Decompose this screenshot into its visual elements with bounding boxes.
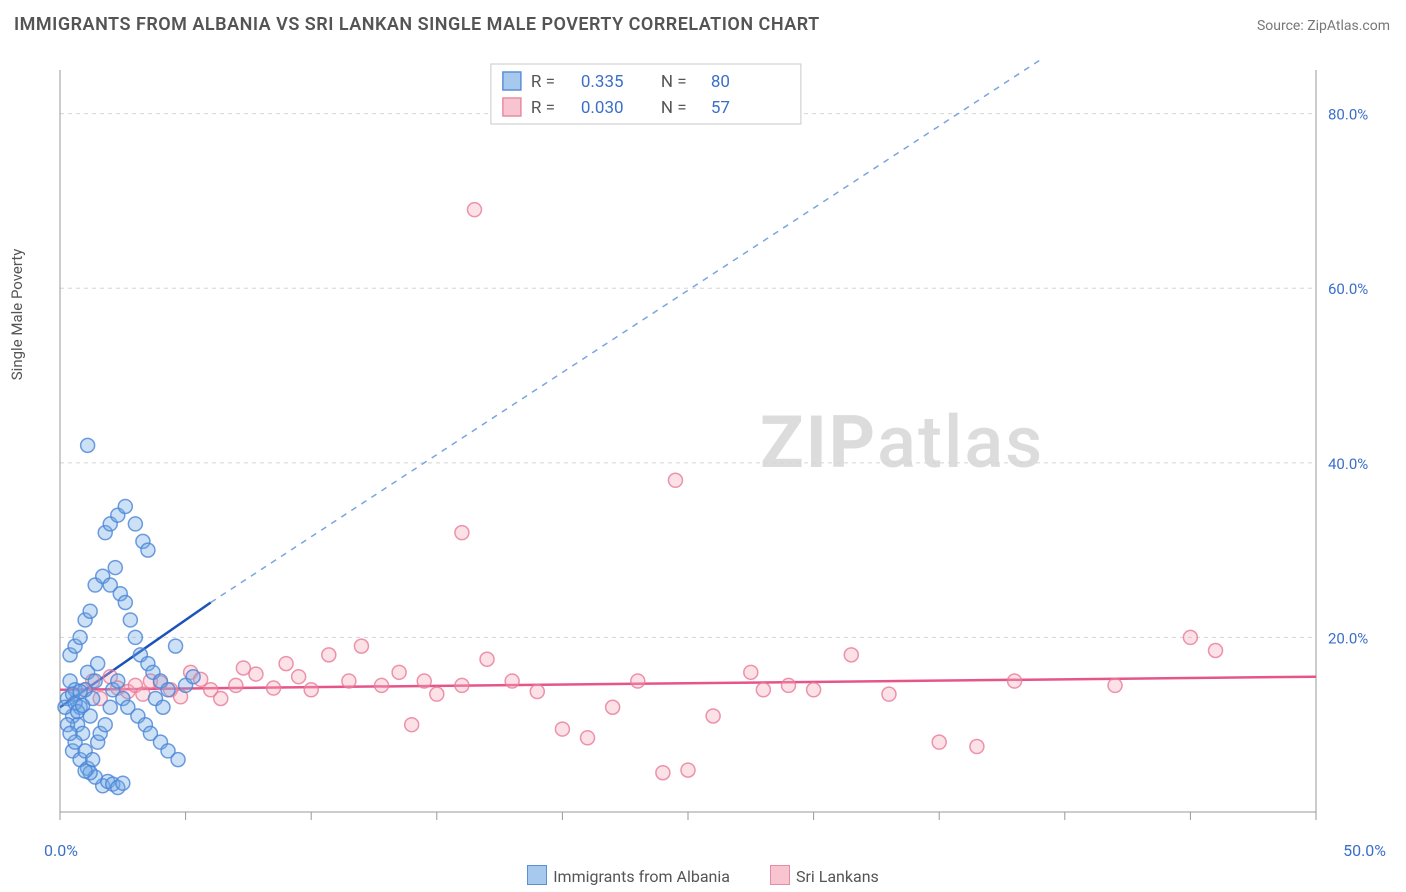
scatter-point-a	[103, 700, 117, 714]
scatter-point-b	[392, 665, 406, 679]
stats-swatch-a	[503, 72, 521, 90]
scatter-point-b	[214, 692, 228, 706]
x-axis-min: 0.0%	[44, 841, 78, 860]
scatter-point-b	[342, 674, 356, 688]
scatter-point-b	[322, 648, 336, 662]
scatter-point-b	[932, 735, 946, 749]
scatter-point-b	[405, 718, 419, 732]
scatter-point-b	[455, 526, 469, 540]
scatter-point-a	[88, 674, 102, 688]
svg-text:R =: R =	[531, 72, 555, 92]
svg-text:80: 80	[711, 72, 730, 92]
scatter-point-a	[161, 683, 175, 697]
scatter-point-b	[530, 685, 544, 699]
scatter-point-b	[236, 661, 250, 675]
scatter-point-b	[249, 667, 263, 681]
legend-item-albania: Immigrants from Albania	[527, 865, 730, 886]
y-tick-label: 20.0%	[1328, 629, 1368, 647]
scatter-point-b	[467, 203, 481, 217]
scatter-point-b	[375, 678, 389, 692]
y-tick-label: 40.0%	[1328, 455, 1368, 473]
scatter-point-b	[807, 683, 821, 697]
chart-title: IMMIGRANTS FROM ALBANIA VS SRI LANKAN SI…	[14, 14, 820, 35]
scatter-point-b	[304, 683, 318, 697]
scatter-point-a	[73, 630, 87, 644]
scatter-point-a	[63, 726, 77, 740]
plot-svg: 20.0% 40.0% 60.0% 80.0% R = 0.335 N = 80 R = 0.03…	[50, 60, 1386, 832]
scatter-point-a	[76, 699, 90, 713]
svg-text:0.030: 0.030	[581, 98, 624, 118]
scatter-point-a	[169, 639, 183, 653]
scatter-point-b	[756, 683, 770, 697]
scatter-point-b	[1209, 644, 1223, 658]
scatter-point-a	[118, 499, 132, 513]
scatter-point-a	[118, 595, 132, 609]
scatter-point-a	[83, 604, 97, 618]
scatter-point-b	[430, 687, 444, 701]
scatter-point-a	[116, 776, 130, 790]
scatter-point-a	[81, 438, 95, 452]
scatter-point-b	[480, 652, 494, 666]
scatter-point-a	[98, 718, 112, 732]
legend-label-albania: Immigrants from Albania	[553, 867, 730, 886]
scatter-point-a	[141, 543, 155, 557]
scatter-point-b	[505, 674, 519, 688]
scatter-point-b	[279, 657, 293, 671]
legend-swatch-srilankans	[770, 865, 790, 885]
scatter-point-b	[417, 674, 431, 688]
scatter-point-b	[354, 639, 368, 653]
scatter-point-b	[1183, 630, 1197, 644]
scatter-point-a	[111, 674, 125, 688]
scatter-point-b	[656, 766, 670, 780]
scatter-point-b	[631, 674, 645, 688]
scatter-point-b	[970, 740, 984, 754]
scatter-plot: 20.0% 40.0% 60.0% 80.0% R = 0.335 N = 80 R = 0.03…	[50, 60, 1386, 832]
scatter-point-a	[73, 685, 87, 699]
scatter-point-a	[78, 764, 92, 778]
scatter-point-b	[581, 731, 595, 745]
scatter-point-b	[744, 665, 758, 679]
scatter-point-b	[882, 687, 896, 701]
scatter-point-b	[1008, 674, 1022, 688]
scatter-point-b	[292, 670, 306, 684]
stats-swatch-b	[503, 98, 521, 116]
svg-text:N =: N =	[661, 72, 687, 92]
scatter-point-b	[668, 473, 682, 487]
scatter-point-a	[128, 630, 142, 644]
legend-swatch-albania	[527, 865, 547, 885]
legend-item-srilankans: Sri Lankans	[770, 865, 879, 886]
scatter-point-a	[128, 517, 142, 531]
scatter-point-b	[1108, 678, 1122, 692]
scatter-point-a	[91, 657, 105, 671]
x-axis-legend: Immigrants from Albania Sri Lankans	[0, 865, 1406, 886]
scatter-point-b	[267, 681, 281, 695]
x-axis-max: 50.0%	[1343, 841, 1386, 860]
scatter-point-b	[229, 678, 243, 692]
scatter-point-b	[555, 722, 569, 736]
svg-text:57: 57	[711, 98, 730, 118]
svg-text:N =: N =	[661, 98, 687, 118]
scatter-point-b	[455, 678, 469, 692]
scatter-point-a	[156, 700, 170, 714]
svg-text:R =: R =	[531, 98, 555, 118]
scatter-point-b	[781, 678, 795, 692]
scatter-point-b	[844, 648, 858, 662]
scatter-point-b	[606, 700, 620, 714]
source-attribution: Source: ZipAtlas.com	[1257, 18, 1390, 34]
svg-text:0.335: 0.335	[581, 72, 624, 92]
scatter-point-b	[681, 763, 695, 777]
legend-label-srilankans: Sri Lankans	[796, 867, 879, 886]
y-tick-label: 80.0%	[1328, 106, 1368, 124]
scatter-point-b	[706, 709, 720, 723]
scatter-point-a	[171, 753, 185, 767]
scatter-point-a	[123, 613, 137, 627]
scatter-point-a	[108, 561, 122, 575]
y-tick-label: 60.0%	[1328, 280, 1368, 298]
y-axis-label: Single Male Poverty	[8, 249, 26, 381]
scatter-point-a	[186, 670, 200, 684]
